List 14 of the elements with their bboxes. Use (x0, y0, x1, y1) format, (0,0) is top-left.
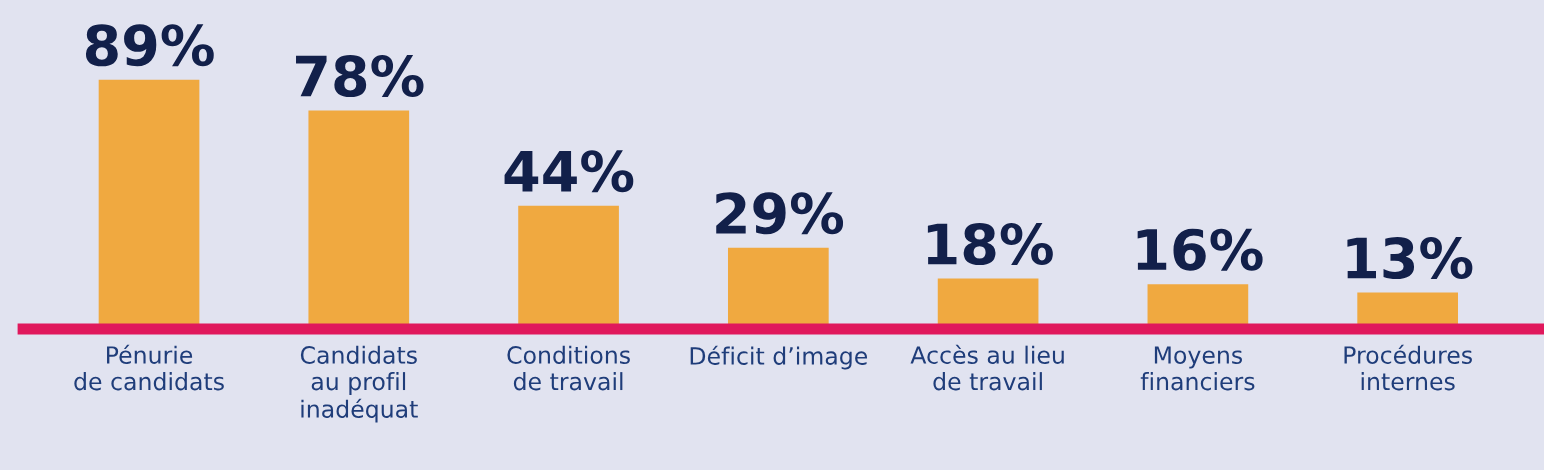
data-label: 18% (927, 223, 1053, 266)
x-tick-label: Accès au lieu de travail (910, 344, 1064, 391)
data-label: 78% (296, 55, 424, 98)
x-tick-label: Procédures internes (1344, 344, 1472, 391)
data-label: 29% (716, 192, 844, 235)
data-label: 44% (504, 150, 634, 193)
x-tick-label: Conditions de travail (507, 345, 630, 391)
x-tick-label: Déficit d’image (690, 345, 868, 370)
x-tick-label: Moyens financiers (1140, 346, 1255, 391)
x-tick-label: Pénurie de candidats (74, 344, 224, 391)
x-tick-label: Candidats au profil inadéquat (300, 345, 418, 423)
data-label: 89% (85, 24, 214, 67)
data-label: 16% (1137, 228, 1263, 271)
data-label: 13% (1347, 237, 1473, 280)
